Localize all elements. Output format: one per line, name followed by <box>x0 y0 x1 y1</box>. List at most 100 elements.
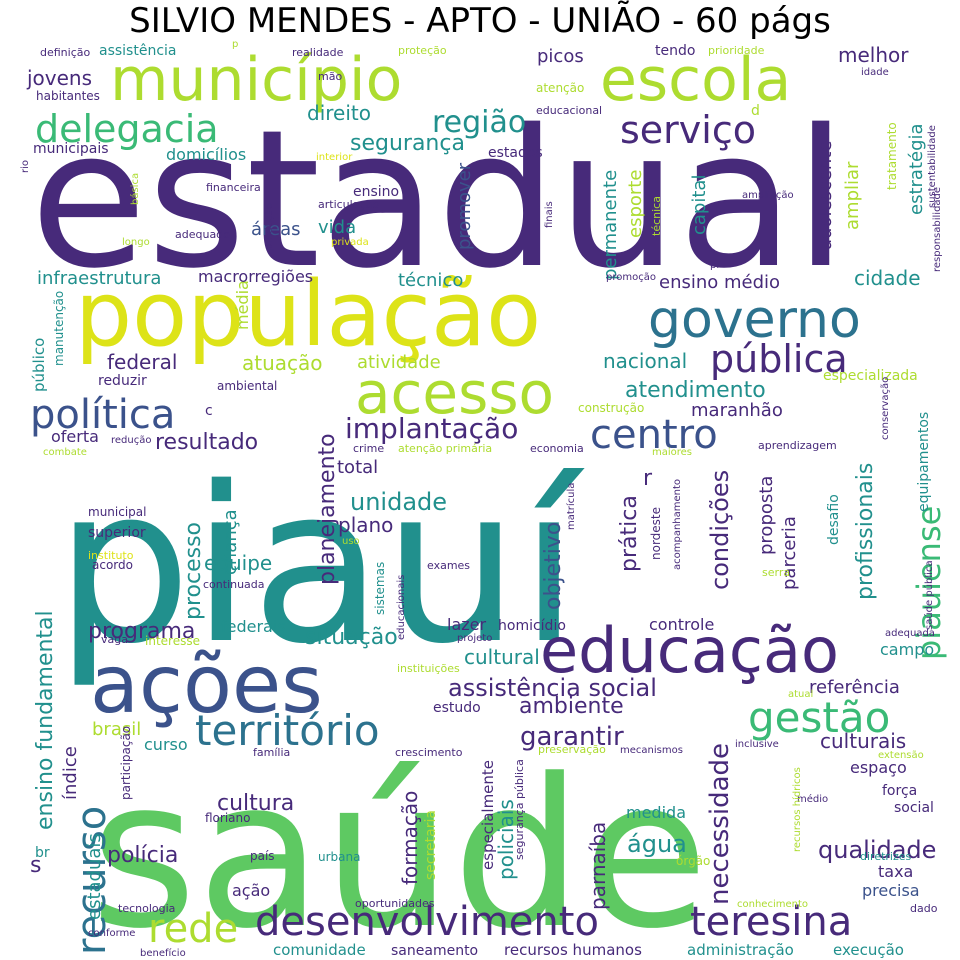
cloud-word-saneamento: saneamento <box>391 943 478 959</box>
cloud-word-atencao: atenção <box>536 81 584 95</box>
cloud-word-controle: controle <box>649 615 714 634</box>
cloud-word-responsabilidade: responsabilidade <box>932 187 943 272</box>
cloud-word-medida: medida <box>626 803 686 822</box>
cloud-word-oferta: oferta <box>51 427 99 446</box>
cloud-word-s: s <box>30 853 41 878</box>
cloud-word-cultura: cultura <box>217 791 294 816</box>
cloud-word-regiao: região <box>432 105 526 140</box>
cloud-word-instituicoes: instituições <box>397 662 460 675</box>
cloud-word-promocao: promoção <box>606 272 656 283</box>
cloud-word-recursos-hidricos: recursos hídricos <box>791 767 803 852</box>
cloud-word-adolescente: adolescente <box>815 141 836 250</box>
cloud-word-rede: rede <box>148 906 238 952</box>
cloud-word-parceria: parceria <box>779 516 800 590</box>
cloud-word-teresina: teresina <box>690 899 852 945</box>
cloud-word-oportunidades: oportunidades <box>355 897 435 910</box>
cloud-word-assistencia-social: assistência social <box>448 674 657 702</box>
cloud-word-d: d <box>751 103 760 119</box>
cloud-word-manutencao: manutenção <box>52 291 66 366</box>
cloud-word-projeto: projeto <box>457 633 492 644</box>
cloud-word-homicidio: homicídio <box>498 618 566 634</box>
cloud-word-proposta: proposta <box>756 476 777 555</box>
cloud-word-basica: básica <box>129 173 141 205</box>
cloud-word-protecao: proteção <box>398 44 447 57</box>
cloud-word-promover: promover <box>454 162 475 250</box>
cloud-word-construcao: construção <box>578 401 644 415</box>
cloud-word-picos: picos <box>537 46 584 67</box>
cloud-word-ampliacao: ampliação <box>742 190 794 201</box>
cloud-word-realidade: realidade <box>292 46 344 59</box>
cloud-word-delegacia: delegacia <box>35 107 219 151</box>
cloud-word-continuada: continuada <box>203 578 265 591</box>
cloud-word-estados: estados <box>488 145 543 161</box>
cloud-word-curso: curso <box>144 735 188 754</box>
cloud-word-politica: política <box>30 392 175 438</box>
cloud-word-beneficio: benefício <box>140 947 186 959</box>
cloud-word-parnaiba: parnaíba <box>586 822 610 910</box>
cloud-word-habitantes: habitantes <box>36 89 100 103</box>
cloud-word-lazer: lazer <box>447 615 486 634</box>
cloud-word-escola: escola <box>600 45 791 115</box>
cloud-word-sistemas: sistemas <box>373 562 387 615</box>
cloud-word-assistencia: assistência <box>99 43 177 59</box>
cloud-word-equipe: equipe <box>204 551 272 575</box>
cloud-word-vida: vida <box>318 217 356 238</box>
cloud-word-profissionais: profissionais <box>853 463 878 600</box>
cloud-word-processo: processo <box>181 522 206 620</box>
cloud-word-dado: dado <box>910 902 938 915</box>
cloud-word-piauiense: piauiense <box>910 506 948 660</box>
cloud-word-interesse: interesse <box>145 634 200 648</box>
cloud-word-pi: pi <box>710 260 719 271</box>
cloud-word-financeira: financeira <box>206 181 261 194</box>
cloud-word-economia: economia <box>530 442 584 455</box>
cloud-word-execucao: execução <box>833 941 904 959</box>
cloud-word-ambiental: ambiental <box>217 379 277 393</box>
cloud-word-acordo: acordo <box>92 558 133 572</box>
cloud-word-capital: capital <box>689 175 710 235</box>
cloud-word-interior: interior <box>316 152 353 163</box>
cloud-word-social: social <box>894 800 934 816</box>
cloud-word-atual: atual <box>788 689 813 700</box>
cloud-word-longo: longo <box>122 237 150 248</box>
cloud-word-seguranca-publica: segurança pública <box>513 759 526 860</box>
page-title: SILVIO MENDES - APTO - UNIÃO - 60 págs <box>129 1 831 41</box>
cloud-word-p: p <box>232 39 238 50</box>
cloud-word-planejamento: planejamento <box>315 433 340 585</box>
cloud-word-serra: serra <box>762 566 790 579</box>
cloud-word-maranhao: maranhão <box>691 400 783 421</box>
cloud-word-estadual: estadual <box>30 89 847 310</box>
cloud-word-garantir: garantir <box>520 722 624 752</box>
cloud-word-desenvolvimento: desenvolvimento <box>255 899 599 945</box>
cloud-word-ensino-fundamental: ensino fundamental <box>33 610 58 830</box>
cloud-word-estudo: estudo <box>433 700 481 716</box>
cloud-word-maiores: maiores <box>652 447 692 458</box>
cloud-word-idade: idade <box>861 67 889 78</box>
cloud-word-resultado: resultado <box>155 430 258 455</box>
cloud-word-cidade: cidade <box>854 266 921 290</box>
cloud-word-estrategia: estratégia <box>906 123 927 215</box>
cloud-word-especializada: especializada <box>823 368 918 384</box>
cloud-word-infraestrutura: infraestrutura <box>37 268 161 289</box>
cloud-word-jovens: jovens <box>26 66 92 90</box>
cloud-word-objetivo: objetivo <box>541 522 566 610</box>
cloud-word-uso: uso <box>342 536 360 547</box>
cloud-word-acao: ação <box>232 881 270 900</box>
cloud-word-programa: programa <box>88 619 195 644</box>
cloud-word-r: r <box>643 466 653 491</box>
cloud-word-total: total <box>337 457 378 478</box>
cloud-word-permanente: permanente <box>600 170 621 280</box>
cloud-word-participacao: participação <box>119 726 133 800</box>
cloud-word-inclusive: inclusive <box>735 739 779 750</box>
cloud-word-situacao: situação <box>305 625 398 650</box>
cloud-word-direito: direito <box>307 101 371 125</box>
cloud-word-taxa: taxa <box>878 862 913 881</box>
cloud-word-atuacao: atuação <box>242 351 323 375</box>
cloud-word-crescimento: crescimento <box>395 746 463 759</box>
cloud-word-policia: polícia <box>107 843 178 868</box>
cloud-word-agua: água <box>627 830 687 858</box>
cloud-word-servico: serviço <box>620 108 756 152</box>
cloud-word-conhecimento: conhecimento <box>737 899 808 910</box>
cloud-word-municipal: municipal <box>88 505 146 519</box>
cloud-word-macrorregioes: macrorregiões <box>198 267 313 286</box>
cloud-word-recursos-humanos: recursos humanos <box>504 941 642 959</box>
